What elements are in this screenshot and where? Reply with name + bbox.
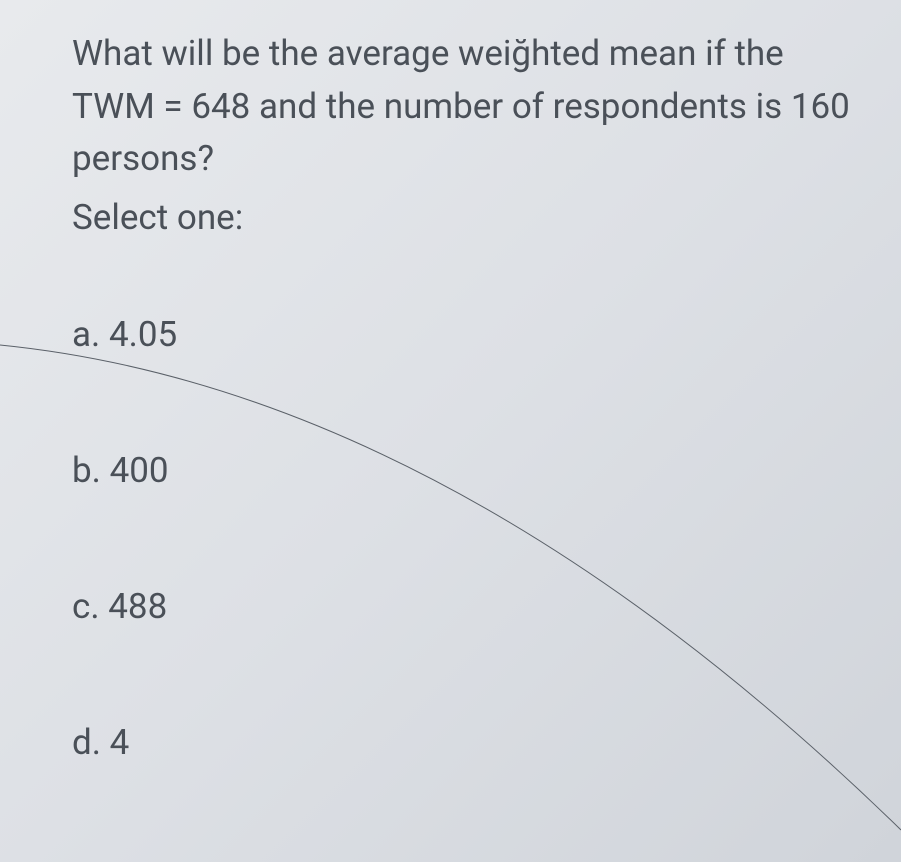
option-value: 4 (110, 722, 130, 763)
option-d[interactable]: d. 4 (72, 722, 853, 763)
options-list: a. 4.05 b. 400 c. 488 d. 4 (72, 314, 853, 763)
option-b[interactable]: b. 400 (72, 450, 853, 491)
option-letter: a. (72, 314, 100, 355)
option-value: 488 (108, 586, 167, 627)
option-a[interactable]: a. 4.05 (72, 314, 853, 355)
option-letter: d. (72, 722, 101, 763)
option-c[interactable]: c. 488 (72, 586, 853, 627)
option-letter: c. (72, 586, 100, 627)
select-prompt: Select one: (72, 192, 853, 245)
question-text: What will be the average weiğhted mean i… (72, 28, 853, 186)
option-letter: b. (72, 450, 101, 491)
option-value: 4.05 (109, 314, 177, 355)
option-value: 400 (110, 450, 169, 491)
